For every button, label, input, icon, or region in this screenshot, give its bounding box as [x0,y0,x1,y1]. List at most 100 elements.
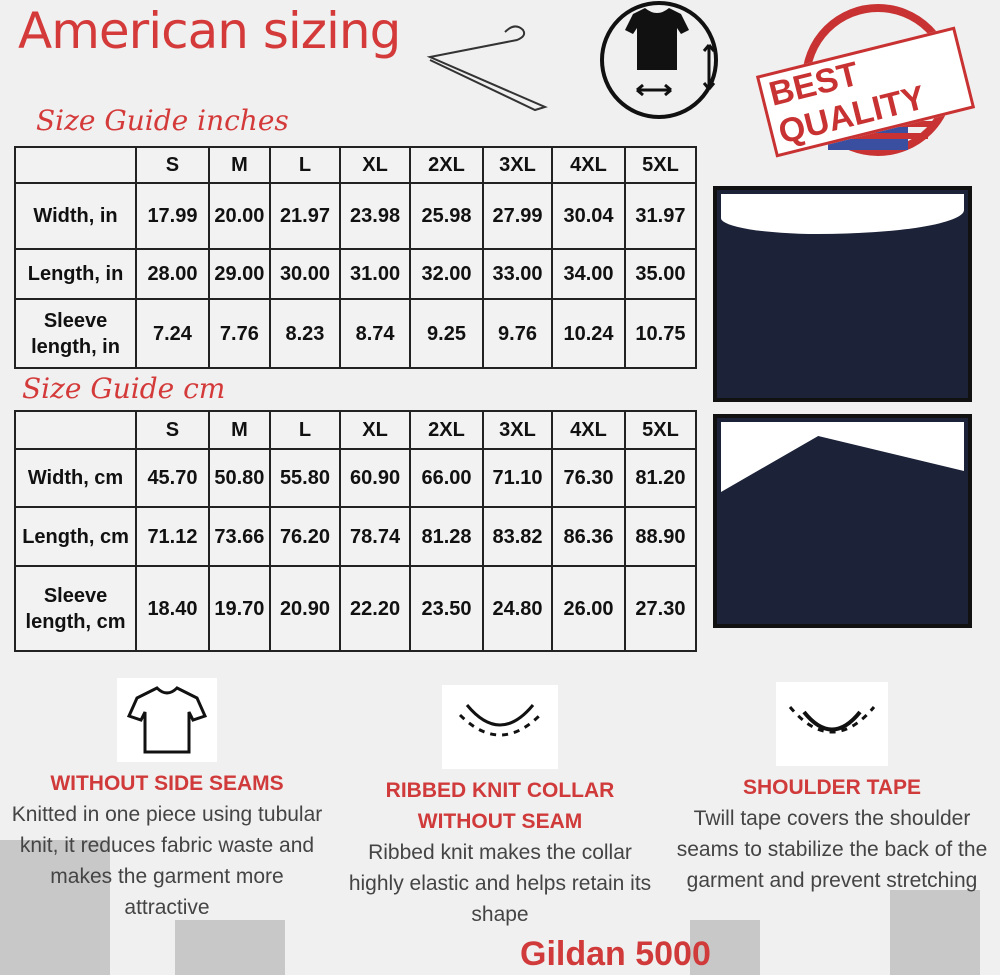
table-cell: 19.70 [207,565,271,652]
table-cell: 73.66 [207,506,271,567]
table-row: Sleeve length, cm 18.40 19.70 20.90 22.20 23.… [13,565,698,652]
size-header: 4XL [551,146,626,184]
size-table-inches: S M L XL 2XL 3XL 4XL 5XL Width, in 17.99 20.00 21.9… [13,146,698,369]
size-header: S [135,410,210,450]
feature-title: SHOULDER TAPE [742,776,922,799]
table-cell: 27.30 [623,565,698,652]
table-cell: 30.00 [268,248,342,300]
table-cell: 35.00 [623,248,698,300]
city-skyline-decoration [175,920,285,975]
table-cell: 25.98 [409,182,484,250]
table-cell: 21.97 [268,182,342,250]
best-quality-badge: BEST QUALITY [755,0,976,160]
city-skyline-decoration [0,840,110,975]
feature-side-seams: WITHOUT SIDE SEAMS Knitted in one piece … [2,678,332,923]
table-cell: 26.00 [551,565,626,652]
size-header: 3XL [481,146,554,184]
size-header: 2XL [409,410,484,450]
row-label: Sleeve length, cm [13,565,138,652]
row-label: Width, cm [13,448,138,508]
table-cell: 29.00 [207,248,271,300]
table-cell: 23.98 [339,182,412,250]
table-cell: 88.90 [623,506,698,567]
page-title: American sizing [18,2,401,60]
size-header: 4XL [551,410,626,450]
size-header: M [207,146,271,184]
table-cell: 22.20 [339,565,412,652]
feature-body: Twill tape covers the shoulder seams to … [676,807,988,892]
table-row: Length, in 28.00 29.00 30.00 31.00 32.00 33.00… [13,248,698,300]
inches-heading: Size Guide inches [36,104,289,137]
table-cell: 60.90 [339,448,412,508]
table-cell: 28.00 [135,248,210,300]
table-cell: 10.75 [623,298,698,369]
size-header: L [268,410,342,450]
table-cell: 81.28 [409,506,484,567]
shoulder-tape-icon [776,682,888,766]
size-header: S [135,146,210,184]
size-header: 5XL [623,410,698,450]
size-measure-icon [600,1,718,119]
product-name: Gildan 5000 [520,935,711,973]
table-cell: 50.80 [207,448,271,508]
table-cell: 81.20 [623,448,698,508]
table-cell: 31.00 [339,248,412,300]
corner-cell [13,410,138,450]
table-cell: 78.74 [339,506,412,567]
size-header: L [268,146,342,184]
size-header: 5XL [623,146,698,184]
table-cell: 7.76 [207,298,271,369]
feature-collar: RIBBED KNIT COLLAR WITHOUT SEAM Ribbed k… [335,685,665,930]
collar-icon [442,685,558,769]
table-cell: 71.12 [135,506,210,567]
size-header: 2XL [409,146,484,184]
feature-title: WITHOUT SIDE SEAMS [50,772,284,795]
table-cell: 31.97 [623,182,698,250]
hanger-icon [426,25,548,112]
table-cell: 83.82 [481,506,554,567]
table-cell: 9.76 [481,298,554,369]
table-cell: 27.99 [481,182,554,250]
feature-shoulder-tape: SHOULDER TAPE Twill tape covers the shou… [667,682,997,896]
size-header: M [207,410,271,450]
table-cell: 23.50 [409,565,484,652]
table-cell: 20.90 [268,565,342,652]
table-cell: 86.36 [551,506,626,567]
table-row: Sleeve length, in 7.24 7.76 8.23 8.74 9.25 9.7… [13,298,698,369]
table-cell: 76.30 [551,448,626,508]
table-cell: 34.00 [551,248,626,300]
row-label: Length, in [13,248,138,300]
size-header: 3XL [481,410,554,450]
row-label: Sleeve length, in [13,298,138,369]
header-row: S M L XL 2XL 3XL 4XL 5XL [13,146,698,184]
table-cell: 76.20 [268,506,342,567]
table-cell: 7.24 [135,298,210,369]
size-header: XL [339,146,412,184]
size-header: XL [339,410,412,450]
table-row: Length, cm 71.12 73.66 76.20 78.74 81.28 83.82… [13,506,698,567]
table-row: Width, cm 45.70 50.80 55.80 60.90 66.00 71.10 7… [13,448,698,508]
table-cell: 24.80 [481,565,554,652]
table-cell: 18.40 [135,565,210,652]
table-cell: 45.70 [135,448,210,508]
feature-title: RIBBED KNIT COLLAR WITHOUT SEAM [385,779,615,833]
table-cell: 55.80 [268,448,342,508]
shoulder-photo [713,414,972,628]
table-row: Width, in 17.99 20.00 21.97 23.98 25.98 27.99 3… [13,182,698,250]
collar-photo [713,186,972,402]
size-table-cm: S M L XL 2XL 3XL 4XL 5XL Width, cm 45.70 50.80 55.8… [13,410,698,652]
feature-body: Ribbed knit makes the collar highly elas… [348,841,652,926]
tshirt-icon [117,678,217,762]
table-cell: 32.00 [409,248,484,300]
table-cell: 9.25 [409,298,484,369]
header-row: S M L XL 2XL 3XL 4XL 5XL [13,410,698,450]
table-cell: 17.99 [135,182,210,250]
row-label: Length, cm [13,506,138,567]
corner-cell [13,146,138,184]
table-cell: 30.04 [551,182,626,250]
city-skyline-decoration [690,920,760,975]
table-cell: 8.23 [268,298,342,369]
table-cell: 20.00 [207,182,271,250]
feature-body: Knitted in one piece using tubular knit,… [11,803,323,919]
row-label: Width, in [13,182,138,250]
